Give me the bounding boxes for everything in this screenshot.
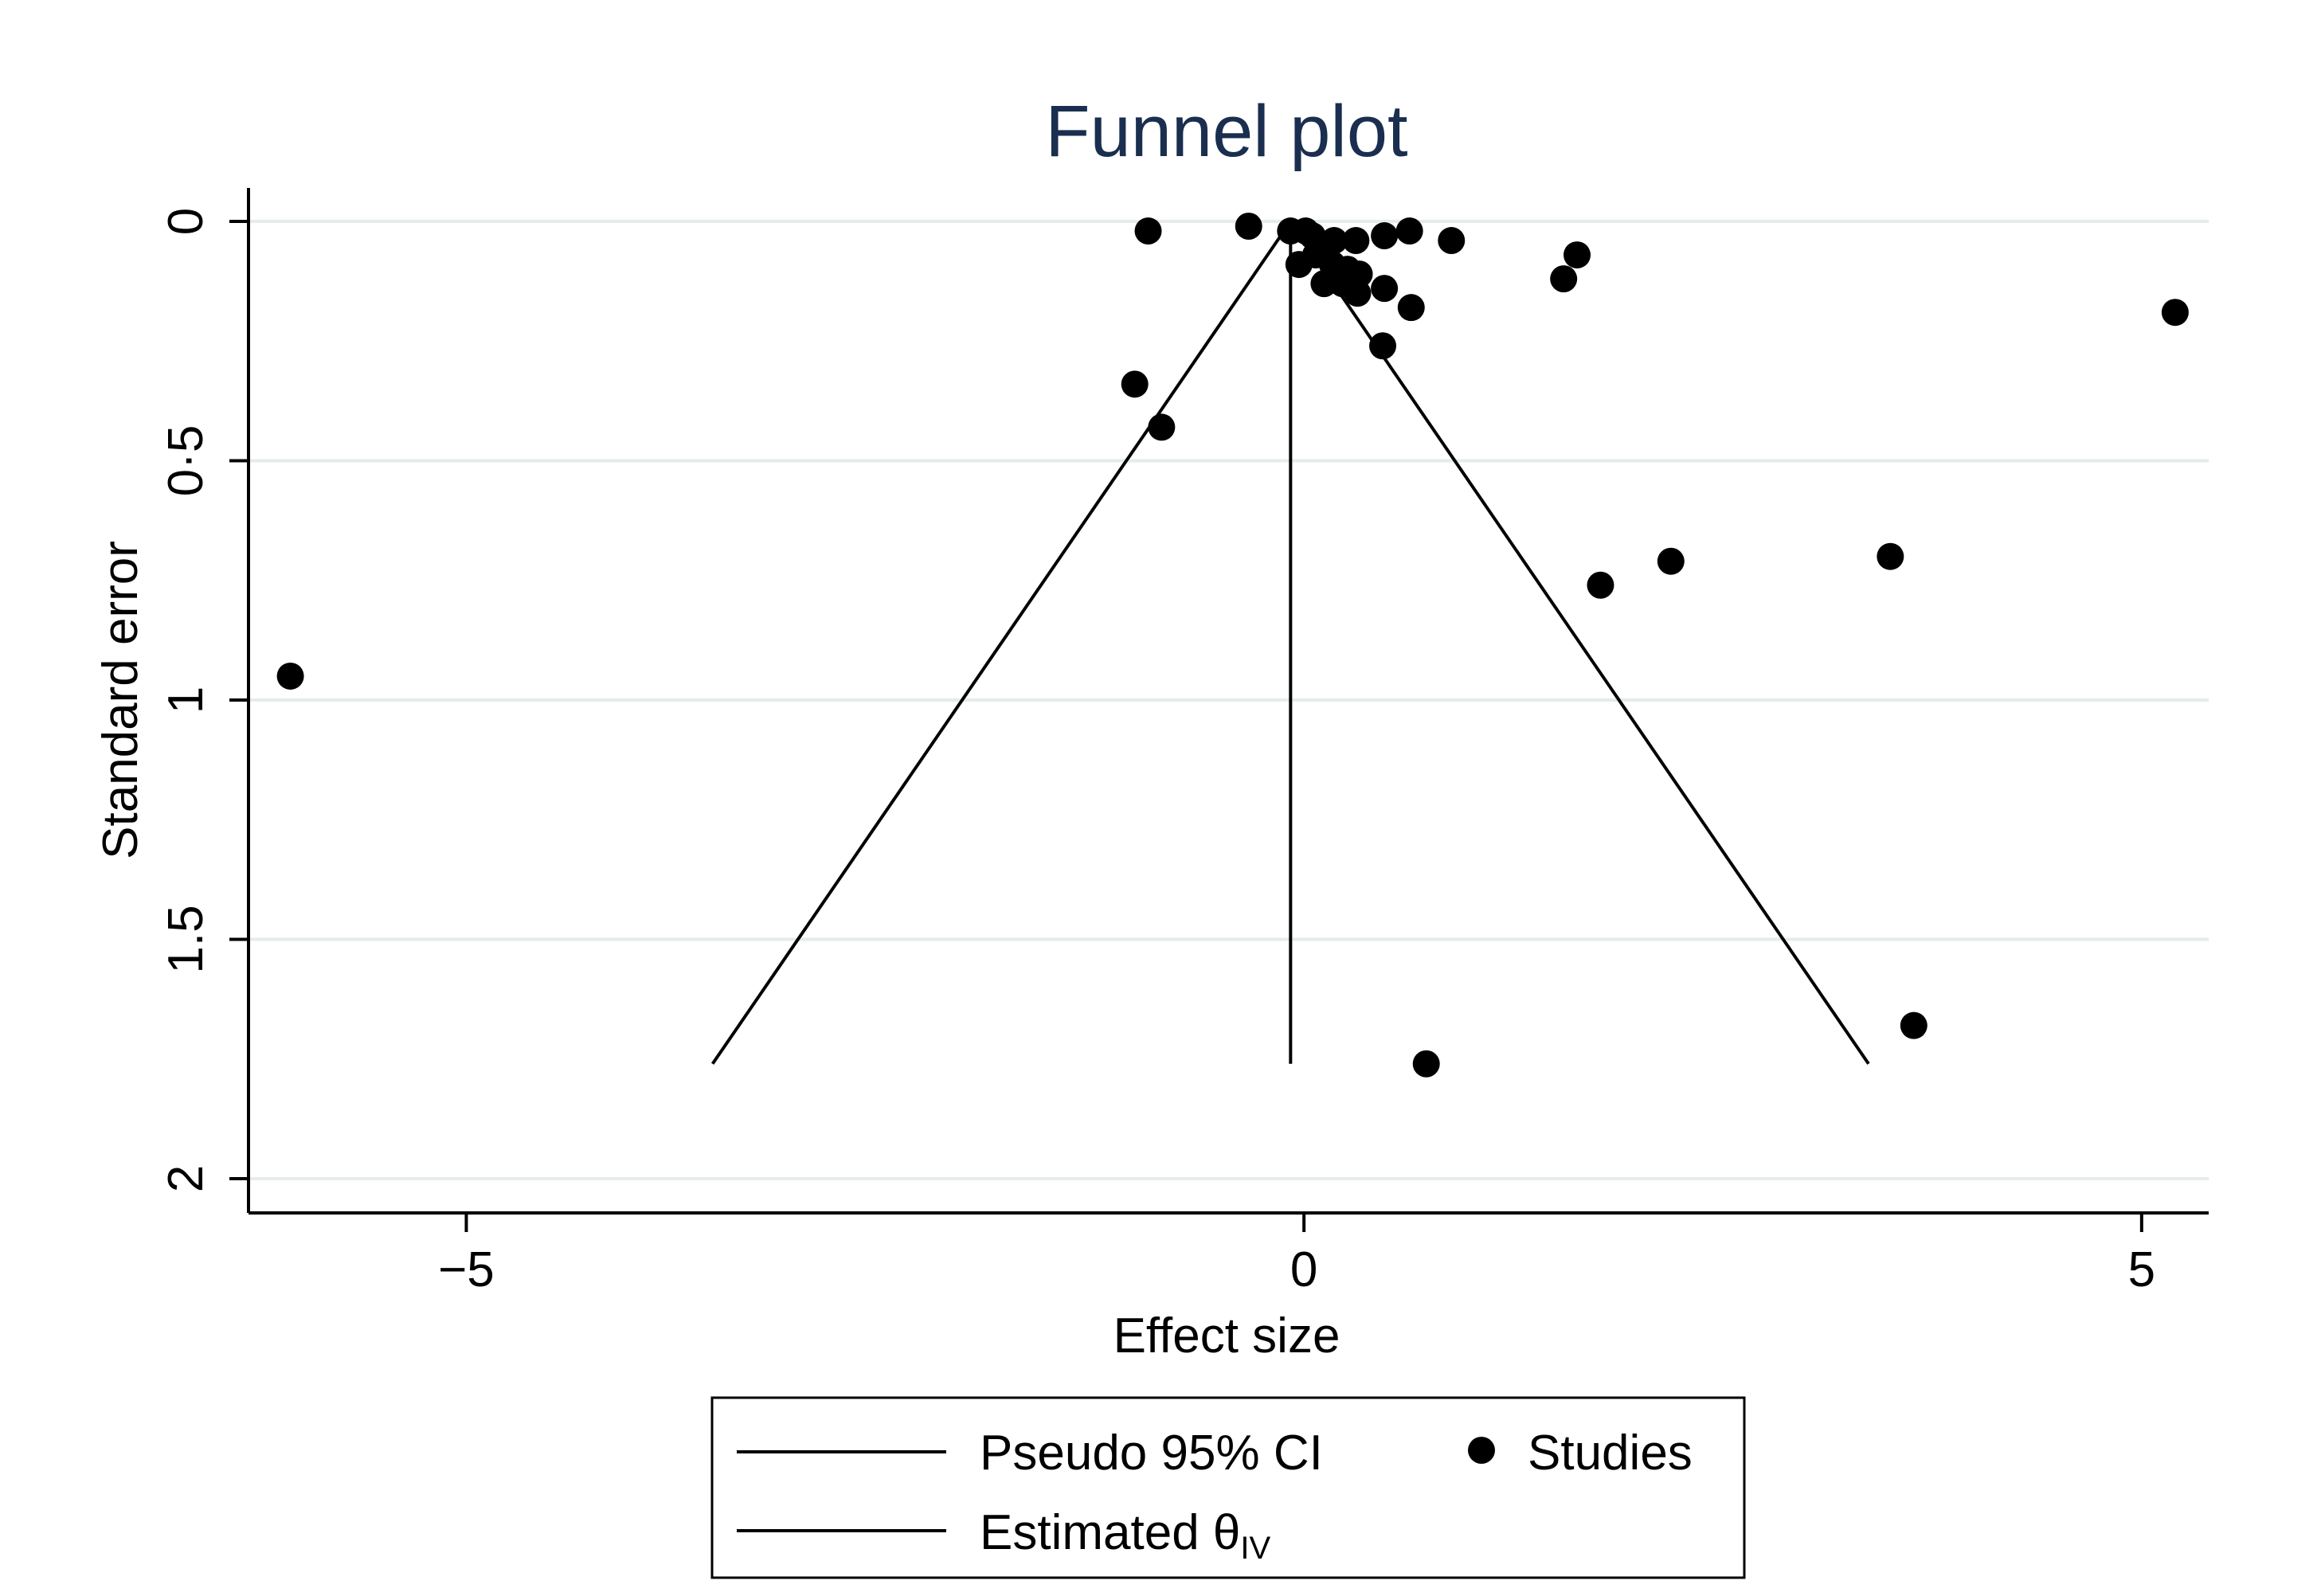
x-axis-ticks: −5 0 5 [438,1213,2155,1297]
study-point-20 [1397,294,1425,322]
legend-label-estimate-main: Estimated θ [980,1505,1240,1560]
x-axis-title: Effect size [1113,1308,1340,1363]
chart-title: Funnel plot [1045,91,1407,172]
y-tick-label-2: 1 [159,687,213,714]
legend-label-ci: Pseudo 95% CI [980,1426,1323,1481]
study-point-28 [1657,547,1685,575]
y-axis-title: Standard error [93,541,148,859]
study-point-31 [1900,1011,1928,1039]
study-point-29 [1877,542,1904,570]
legend-studies-marker [1468,1437,1495,1464]
ci-line-left [710,220,1292,1065]
grid-lines [249,220,2209,1180]
study-point-10 [1438,227,1466,255]
legend-label-estimate: Estimated θIV [980,1505,1271,1566]
study-point-19 [1371,275,1399,303]
study-point-23 [1550,265,1578,293]
ci-line-right [1289,220,1870,1065]
legend-label-estimate-subscript: IV [1240,1531,1270,1566]
study-point-21 [1369,332,1397,360]
legend: Pseudo 95% CI Studies Estimated θIV [710,1396,1746,1579]
study-point-27 [1587,571,1614,599]
study-point-30 [276,662,304,690]
y-tick-label-4: 2 [159,1165,213,1192]
study-point-7 [1342,227,1370,255]
y-tick-label-3: 1.5 [159,905,213,973]
study-point-9 [1395,217,1423,245]
study-point-6 [1321,227,1348,255]
study-point-26 [1148,413,1176,441]
legend-box [710,1396,1746,1579]
y-tick-label-0: 0 [159,208,213,235]
y-tick-label-1: 0·5 [159,425,213,497]
legend-label-studies: Studies [1528,1426,1693,1481]
study-point-18 [1344,280,1372,307]
y-axis-ticks: 0 0·5 1 1.5 2 [159,208,249,1192]
x-tick-label-2: 5 [2128,1242,2155,1297]
pseudo-ci-lines [710,220,1870,1065]
x-tick-label-0: −5 [438,1242,495,1297]
study-point-25 [1121,370,1149,398]
study-point-32 [1412,1050,1440,1078]
x-tick-label-1: 0 [1290,1242,1317,1297]
study-point-22 [1564,241,1591,269]
study-point-0 [1134,217,1162,245]
study-points [276,213,2189,1078]
study-point-8 [1371,222,1399,250]
study-point-24 [2161,299,2189,327]
study-point-1 [1235,213,1262,241]
